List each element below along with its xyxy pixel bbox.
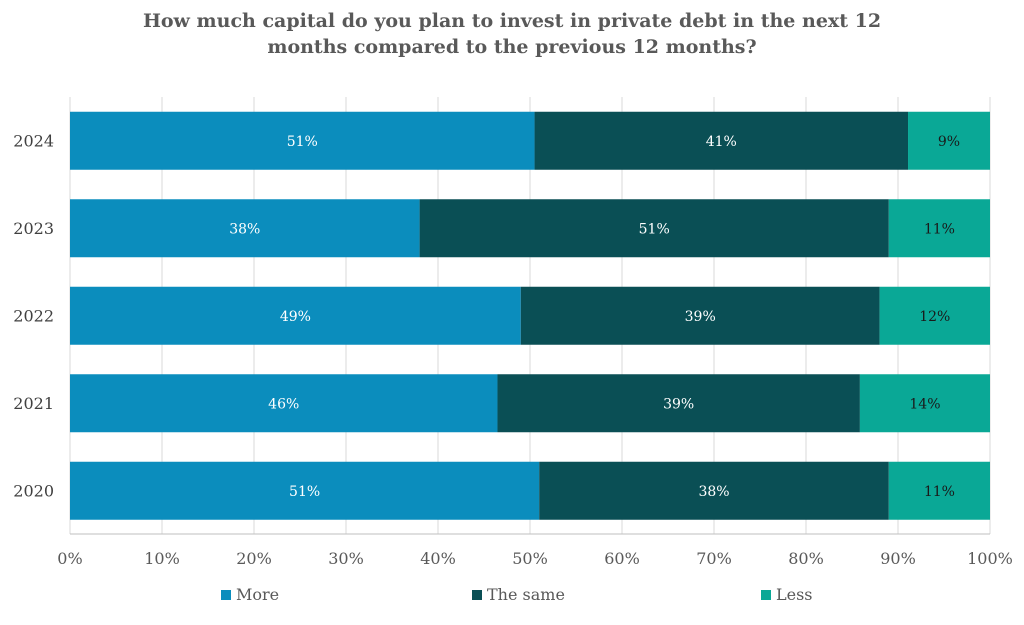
x-tick-label: 50% bbox=[512, 549, 548, 568]
legend-label-less: Less bbox=[776, 585, 813, 604]
data-label: 39% bbox=[685, 309, 716, 325]
bar-segment bbox=[859, 374, 990, 433]
bar-segment bbox=[539, 461, 889, 520]
chart-title-line-1: How much capital do you plan to invest i… bbox=[142, 10, 882, 32]
x-tick-label: 40% bbox=[420, 549, 456, 568]
bar-segment bbox=[520, 286, 880, 345]
data-label: 12% bbox=[919, 309, 950, 325]
x-tick-label: 80% bbox=[788, 549, 824, 568]
data-label: 51% bbox=[287, 134, 318, 150]
bar-segment bbox=[497, 374, 860, 433]
y-category-label: 2020 bbox=[13, 481, 54, 500]
legend-swatch-the-same bbox=[472, 589, 482, 600]
x-tick-label: 30% bbox=[328, 549, 364, 568]
y-category-label: 2021 bbox=[13, 394, 54, 413]
bar-segment bbox=[70, 199, 420, 258]
legend-item-less: Less bbox=[761, 585, 813, 604]
x-tick-label: 90% bbox=[880, 549, 916, 568]
data-label: 51% bbox=[639, 221, 670, 237]
data-label: 14% bbox=[909, 396, 940, 412]
data-label: 11% bbox=[924, 484, 955, 500]
bar-segment bbox=[70, 461, 540, 520]
bar-segment bbox=[419, 199, 889, 258]
x-tick-label: 100% bbox=[967, 549, 1013, 568]
bar-segment bbox=[70, 374, 498, 433]
y-category-label: 2023 bbox=[13, 219, 54, 238]
y-category-label: 2022 bbox=[13, 306, 54, 325]
x-tick-label: 20% bbox=[236, 549, 272, 568]
bar-segment bbox=[70, 286, 521, 345]
data-label: 51% bbox=[289, 484, 320, 500]
data-label: 38% bbox=[229, 221, 260, 237]
legend: More The same Less bbox=[0, 585, 1024, 609]
bar-segment bbox=[534, 111, 909, 170]
chart-title-line-2: months compared to the previous 12 month… bbox=[267, 36, 757, 58]
x-tick-label: 0% bbox=[57, 549, 82, 568]
legend-swatch-less bbox=[761, 589, 771, 600]
bar-segment bbox=[888, 461, 990, 520]
legend-label-the-same: The same bbox=[487, 585, 565, 604]
bar-segment bbox=[908, 111, 990, 170]
data-label: 38% bbox=[698, 484, 729, 500]
x-tick-label: 10% bbox=[144, 549, 180, 568]
bar-segment bbox=[879, 286, 990, 345]
x-tick-label: 70% bbox=[696, 549, 732, 568]
data-label: 9% bbox=[938, 134, 960, 150]
chart-title: How much capital do you plan to invest i… bbox=[112, 8, 912, 60]
data-label: 39% bbox=[663, 396, 694, 412]
legend-label-more: More bbox=[236, 585, 280, 604]
data-label: 11% bbox=[924, 221, 955, 237]
y-category-label: 2024 bbox=[13, 131, 54, 150]
data-label: 41% bbox=[706, 134, 737, 150]
data-label: 49% bbox=[280, 309, 311, 325]
bar-segment bbox=[70, 111, 535, 170]
legend-item-more: More bbox=[221, 585, 279, 604]
bar-segment bbox=[888, 199, 990, 258]
legend-item-the-same: The same bbox=[472, 585, 565, 604]
data-label: 46% bbox=[268, 396, 299, 412]
legend-swatch-more bbox=[221, 589, 231, 600]
x-tick-label: 60% bbox=[604, 549, 640, 568]
